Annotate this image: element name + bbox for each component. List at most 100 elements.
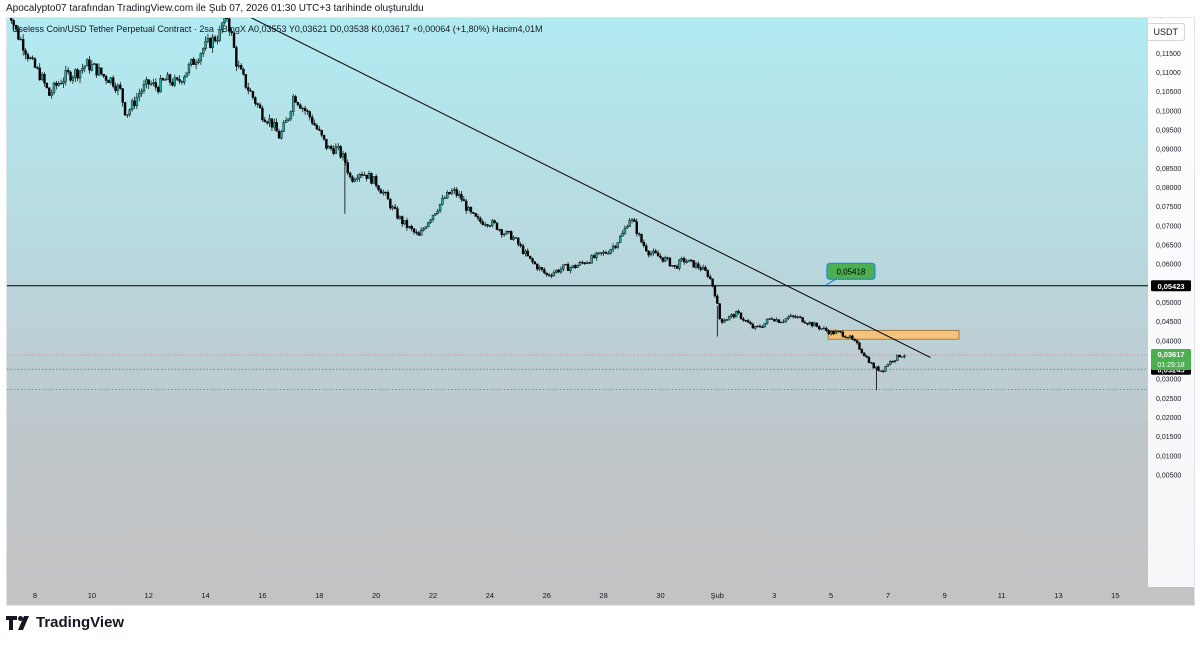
- candle-up: [694, 263, 698, 268]
- candle-down: [168, 74, 172, 83]
- candle-up: [893, 360, 897, 362]
- candle-down: [770, 318, 774, 320]
- candle-down: [860, 349, 864, 354]
- candle-down: [114, 86, 117, 91]
- candle-up: [268, 118, 271, 124]
- candle-up: [886, 364, 890, 367]
- candle-down: [24, 50, 27, 55]
- candle-up: [185, 72, 188, 78]
- candle-down: [460, 193, 463, 200]
- candle-up: [768, 318, 771, 320]
- candle-down: [704, 267, 707, 271]
- y-tick-label: 0,08500: [1156, 166, 1181, 173]
- candle-down: [749, 322, 752, 325]
- y-tick-label: 0,09500: [1156, 127, 1181, 134]
- candle-down: [66, 70, 70, 73]
- y-tick-label: 0,07000: [1156, 223, 1181, 230]
- candle-up: [356, 177, 359, 180]
- candle-up: [796, 316, 800, 318]
- candle-up: [358, 174, 361, 179]
- candle-down: [294, 96, 297, 103]
- candle-down: [88, 59, 91, 71]
- candle-down: [528, 255, 532, 259]
- candle-up: [337, 146, 340, 148]
- candle-down: [581, 262, 584, 264]
- candle-up: [848, 335, 852, 338]
- candle-up: [327, 146, 330, 149]
- candle-down: [374, 176, 378, 186]
- candle-up: [403, 220, 406, 225]
- candle-up: [590, 255, 593, 264]
- candle-down: [841, 331, 845, 337]
- candle-down: [161, 78, 165, 81]
- candle-down: [379, 189, 383, 194]
- candle-down: [45, 82, 49, 88]
- candle-down: [251, 91, 255, 98]
- candle-down: [412, 228, 416, 233]
- time-axis[interactable]: [7, 587, 1194, 605]
- candle-down: [415, 231, 418, 234]
- candle-up: [616, 242, 620, 248]
- candle-down: [325, 138, 328, 149]
- y-tick-label: 0,08000: [1156, 185, 1181, 192]
- candle-down: [410, 226, 413, 230]
- candle-up: [597, 252, 601, 254]
- candle-up: [609, 249, 612, 254]
- candle-down: [656, 252, 660, 257]
- candle-up: [562, 264, 565, 270]
- candle-up: [623, 227, 627, 234]
- price-label-level: 0,05423: [1157, 282, 1184, 291]
- candle-up: [145, 79, 148, 85]
- x-tick-label: 16: [258, 591, 266, 600]
- candle-down: [642, 242, 646, 246]
- candle-down: [384, 191, 387, 194]
- candle-down: [178, 79, 181, 82]
- candle-down: [692, 260, 695, 268]
- candle-down: [742, 318, 745, 321]
- candle-down: [154, 82, 158, 88]
- candle-down: [448, 192, 451, 195]
- x-tick-label: 15: [1111, 591, 1119, 600]
- currency-button[interactable]: USDT: [1146, 23, 1185, 41]
- candle-up: [116, 84, 120, 91]
- candle-up: [52, 82, 56, 94]
- candle-up: [206, 38, 210, 42]
- candle-up: [602, 251, 605, 254]
- candle-down: [647, 250, 650, 256]
- candle-down: [339, 146, 342, 158]
- candle-down: [346, 162, 349, 174]
- price-axis[interactable]: [1148, 18, 1194, 587]
- candle-up: [273, 122, 276, 128]
- candle-up: [578, 262, 582, 266]
- x-tick-label: 12: [145, 591, 153, 600]
- y-tick-label: 0,00500: [1156, 473, 1181, 480]
- candle-down: [318, 128, 321, 131]
- candle-up: [187, 64, 191, 74]
- x-tick-label: 7: [886, 591, 890, 600]
- annotation-box: [826, 262, 876, 280]
- candle-up: [301, 107, 304, 110]
- candle-down: [43, 74, 46, 84]
- candle-down: [360, 174, 364, 176]
- candle-up: [431, 214, 435, 220]
- candle-up: [585, 262, 589, 265]
- candle-up: [884, 366, 887, 372]
- candle-down: [815, 322, 819, 327]
- candle-down: [38, 67, 41, 81]
- candle-down: [891, 360, 894, 363]
- candle-down: [417, 232, 421, 236]
- y-tick-label: 0,09000: [1156, 147, 1181, 154]
- candle-up: [687, 259, 691, 263]
- candle-down: [180, 81, 184, 83]
- candle-down: [711, 278, 714, 287]
- x-tick-label: 8: [33, 591, 37, 600]
- plot-area[interactable]: [7, 18, 1148, 587]
- candle-down: [637, 233, 641, 235]
- candle-up: [341, 153, 345, 158]
- candle-down: [389, 198, 392, 209]
- candle-down: [853, 338, 856, 341]
- annotation-label: 0,05418: [836, 267, 865, 276]
- candle-up: [287, 118, 290, 121]
- candle-up: [64, 70, 67, 82]
- candle-down: [258, 104, 262, 109]
